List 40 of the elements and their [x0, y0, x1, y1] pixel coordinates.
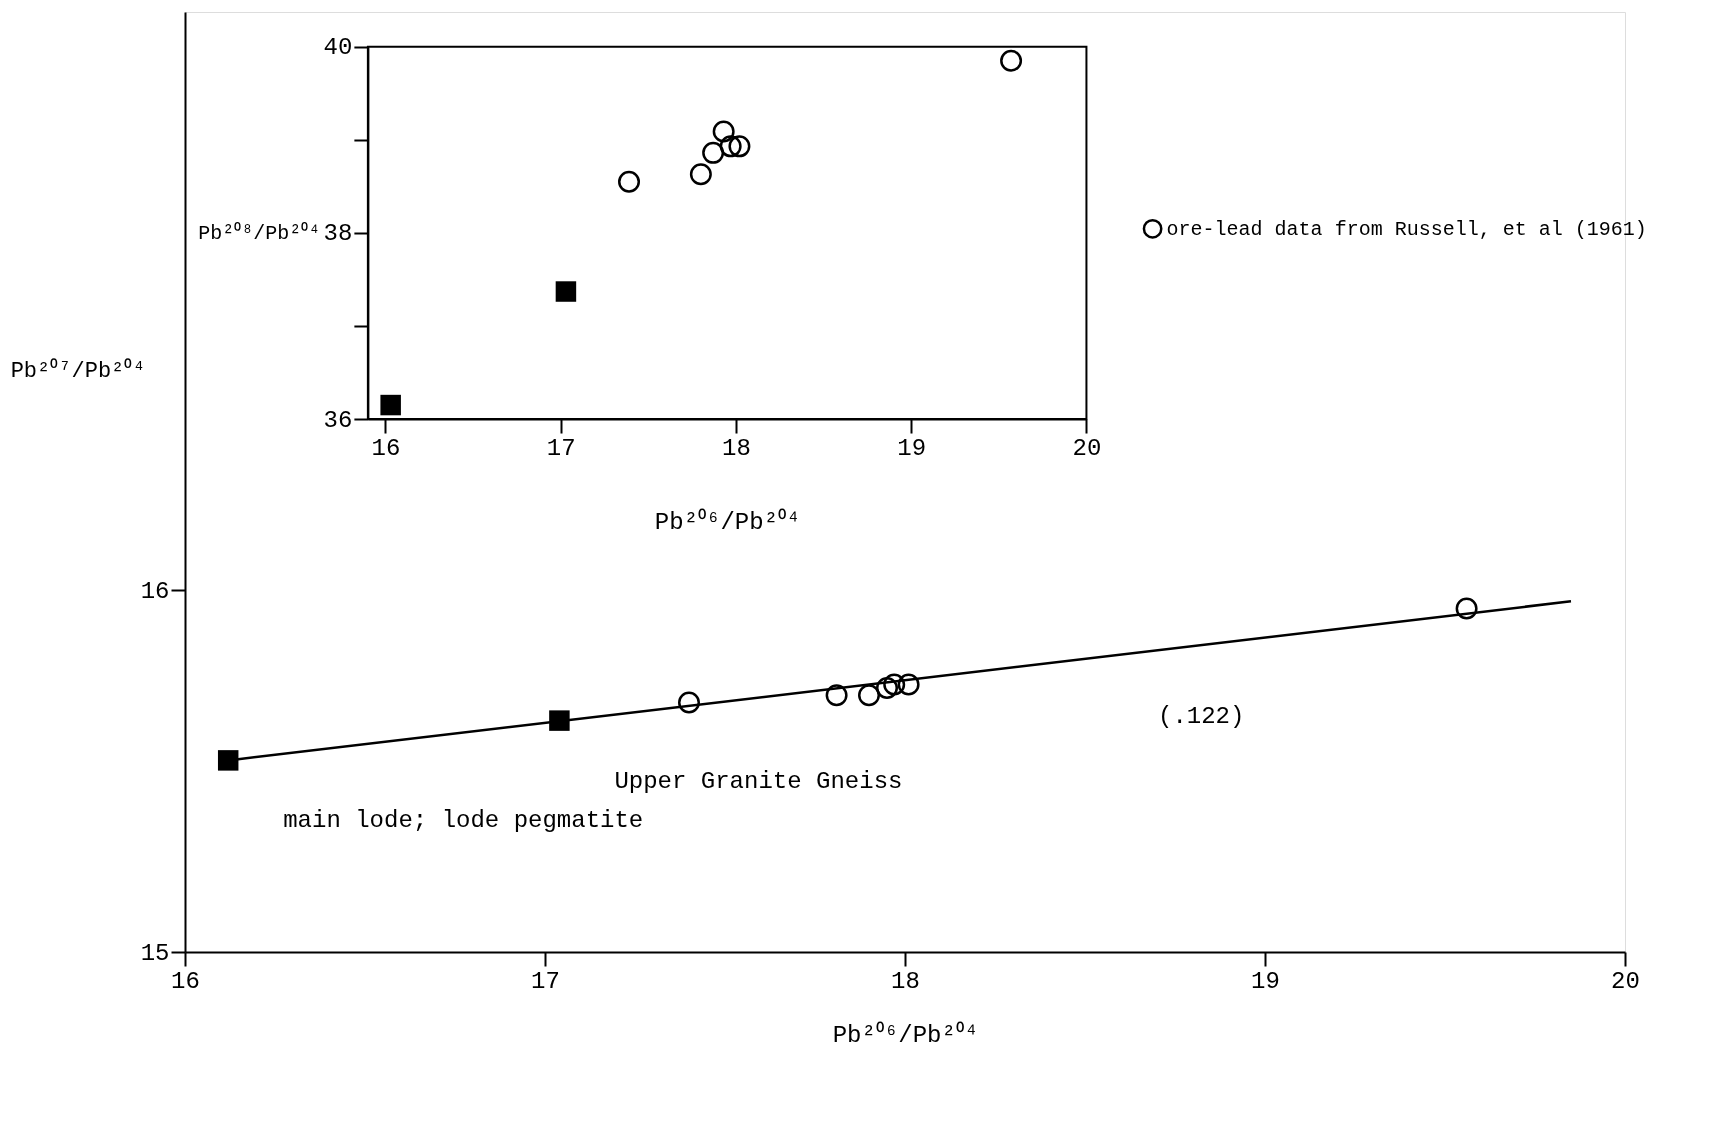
- x-axis-title: Pb²⁰⁶/Pb²⁰⁴: [654, 507, 801, 536]
- x-tick-label: 16: [171, 967, 200, 995]
- point: [825, 684, 848, 707]
- x-tick-label: 19: [897, 434, 927, 462]
- x-tick-label: 17: [546, 434, 576, 462]
- x-tick-label: 20: [1072, 434, 1102, 462]
- x-tick-label: 18: [891, 967, 920, 995]
- point: [1000, 49, 1023, 72]
- x-axis-title: Pb²⁰⁶/Pb²⁰⁴: [832, 1020, 979, 1049]
- annotation: Upper Granite Gneiss: [614, 767, 903, 795]
- point: [217, 750, 239, 771]
- point: [549, 710, 570, 731]
- point: [858, 684, 880, 707]
- x-tick-label: 18: [722, 434, 751, 462]
- point: [876, 677, 898, 700]
- x-tick-label: 17: [531, 967, 560, 995]
- y-tick-label: 38: [323, 220, 353, 248]
- point: [719, 135, 742, 158]
- y-tick-label: 36: [323, 406, 353, 434]
- x-tick-label: 20: [1611, 967, 1640, 995]
- point: [897, 673, 920, 696]
- point: [1455, 597, 1478, 620]
- point: [712, 120, 735, 143]
- annotation: (.122): [1158, 702, 1245, 730]
- point: [883, 673, 906, 696]
- y-axis-title: Pb²⁰⁷/Pb²⁰⁴: [10, 357, 146, 384]
- point: [728, 135, 751, 158]
- point: [702, 141, 725, 164]
- x-tick-label: 19: [1251, 967, 1280, 995]
- x-tick-label: 16: [371, 434, 401, 462]
- point: [380, 394, 401, 416]
- point: [689, 163, 712, 186]
- y-axis-title: Pb²⁰⁸/Pb²⁰⁴: [198, 221, 321, 246]
- legend-label: ore-lead data from Russell, et al (1961): [1166, 217, 1647, 241]
- point: [555, 281, 577, 302]
- y-tick-label: 40: [323, 34, 353, 62]
- y-tick-label: 15: [140, 939, 170, 967]
- annotation: main lode; lode pegmatite: [283, 807, 644, 835]
- point: [678, 691, 700, 714]
- point: [618, 170, 641, 193]
